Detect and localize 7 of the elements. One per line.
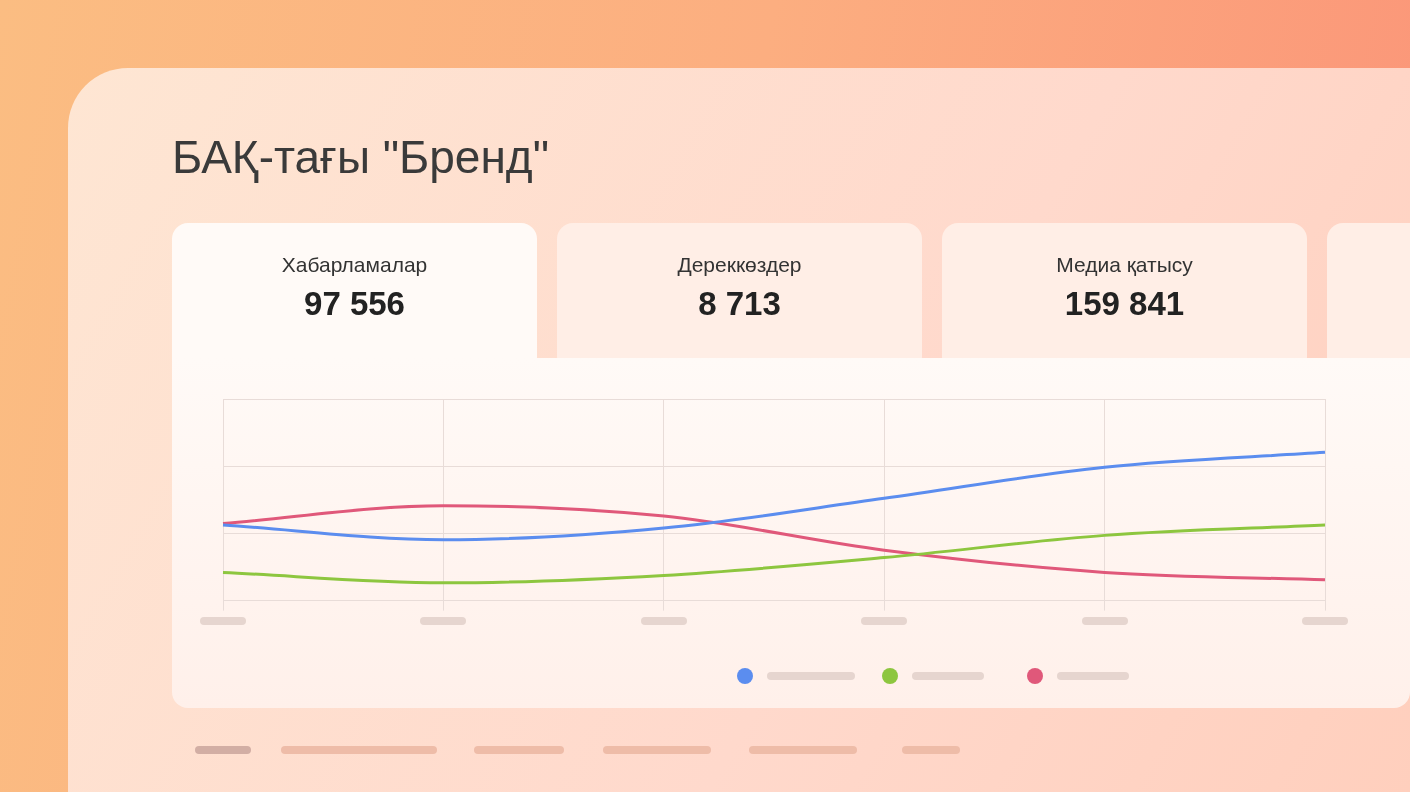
text: 97 556 <box>304 285 405 322</box>
category-label: Дереккөздер <box>676 253 803 277</box>
text: 159 841 <box>1064 285 1185 322</box>
text: 8 713 <box>698 285 781 322</box>
category-label: Медиа қатысу <box>1055 253 1194 277</box>
category-label: Хабарламалар <box>280 253 429 277</box>
text: БАҚ-тағы "Бренд" <box>172 130 549 184</box>
